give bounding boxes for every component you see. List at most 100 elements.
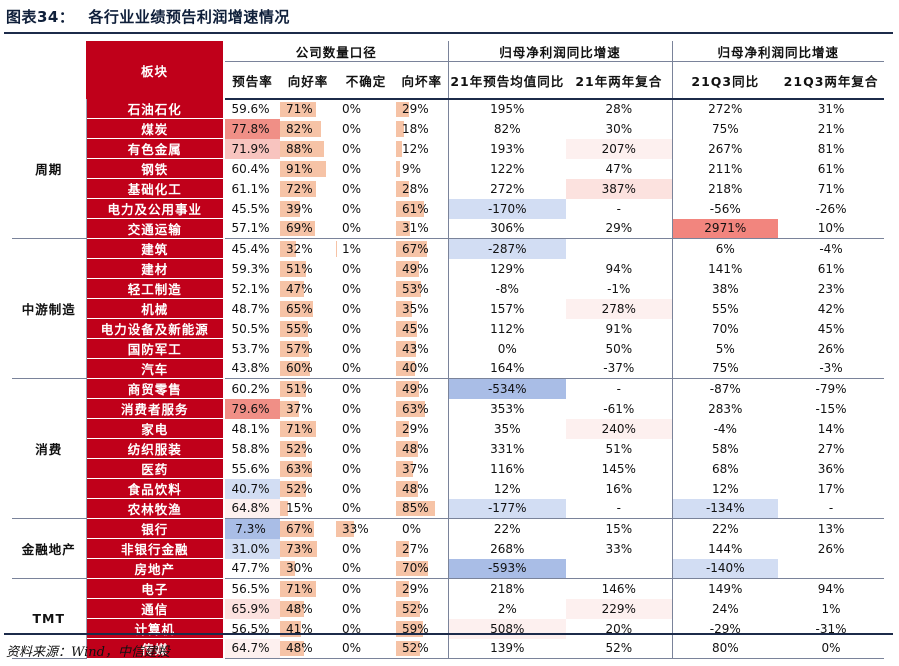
forecast-rate-cell: 52.1% <box>231 281 270 296</box>
forecast-rate-cell: 53.7% <box>231 341 270 356</box>
yoy21-cell: 218% <box>490 581 525 596</box>
industry-name: 食品饮料 <box>86 478 225 500</box>
yoy21-cell: 112% <box>490 321 525 336</box>
q3yoy-cell: -87% <box>709 381 741 396</box>
yoy21-cell: 116% <box>490 461 525 476</box>
table-row: 电力及公用事业 45.5% 39% 0% 61% -170% - -56% -26% <box>12 198 884 220</box>
uncertain-cell: 0% <box>336 119 396 139</box>
q3yoy-cell: 58% <box>711 441 739 456</box>
share-value: 41% <box>286 621 313 636</box>
q3yoy-cell: -140% <box>672 558 779 580</box>
yoy21-cell: 22% <box>493 521 521 536</box>
good-rate-cell: 32% <box>280 239 336 259</box>
col-yoy21: 21年预告均值同比 <box>448 61 567 100</box>
profit-growth-header-2021: 归母净利润同比增速 <box>448 41 673 62</box>
industry-name: 轻工制造 <box>86 278 225 300</box>
bad-rate-cell: 9% <box>396 158 449 179</box>
q3yoy-cell: -4% <box>713 421 737 436</box>
share-value: 0% <box>342 281 362 296</box>
share-bar <box>396 500 436 517</box>
cagr21-cell: 33% <box>566 538 673 559</box>
table-row: 农林牧渔 64.8% 15% 0% 85% -177% - -134% - <box>12 498 885 520</box>
forecast-rate-cell: 59.3% <box>231 261 270 276</box>
share-bar <box>280 460 312 477</box>
bad-rate-cell: 29% <box>396 578 449 599</box>
share-value: 0% <box>342 581 362 596</box>
good-rate-cell: 63% <box>280 459 336 479</box>
q3yoy-cell: 38% <box>711 281 739 296</box>
q3yoy-cell: 218% <box>708 181 743 196</box>
share-value: 0% <box>342 561 362 576</box>
cagr21-cell: 52% <box>566 638 673 660</box>
uncertain-cell: 0% <box>336 399 396 419</box>
share-value: 60% <box>286 361 313 376</box>
share-bar <box>396 540 409 557</box>
q3yoy-cell: 141% <box>708 261 743 276</box>
cagr21-cell: 50% <box>566 338 673 359</box>
good-rate-cell: 67% <box>280 519 336 539</box>
q3yoy-cell: 283% <box>708 401 743 416</box>
share-bar <box>280 140 325 157</box>
source-note: 资料来源：Wind，中信建投 <box>6 645 170 660</box>
yoy21-cell: 268% <box>490 541 525 556</box>
company-count-header: 公司数量口径 <box>224 41 449 62</box>
col-q3cagr: 21Q3两年复合 <box>778 61 885 100</box>
table-row: 非银行金融 31.0% 73% 0% 27% 268% 33% 144% 26% <box>12 538 884 560</box>
industry-name: 煤炭 <box>86 118 225 140</box>
share-value: 67% <box>286 521 313 536</box>
bad-rate-cell: 48% <box>396 478 449 499</box>
share-value: 53% <box>402 281 429 296</box>
forecast-rate-cell: 50.5% <box>231 321 270 336</box>
uncertain-cell: 0% <box>336 299 396 319</box>
bad-rate-cell: 29% <box>396 99 449 119</box>
share-bar <box>280 340 309 357</box>
bad-rate-cell: 49% <box>396 378 449 399</box>
share-bar <box>396 180 409 197</box>
share-value: 52% <box>402 641 429 656</box>
uncertain-cell: 0% <box>336 479 396 499</box>
share-value: 51% <box>286 261 313 276</box>
forecast-rate-cell: 59.6% <box>231 102 270 117</box>
table-row: 通信 65.9% 48% 0% 52% 2% 229% 24% 1% <box>12 598 884 620</box>
industry-name: 钢铁 <box>86 158 225 180</box>
table-row: 建材 59.3% 51% 0% 49% 129% 94% 141% 61% <box>12 258 884 280</box>
q3yoy-cell: 2971% <box>672 218 779 240</box>
yoy21-cell: 272% <box>490 181 525 196</box>
uncertain-cell: 0% <box>336 619 396 639</box>
good-rate-cell: 51% <box>280 379 336 399</box>
share-bar <box>396 200 425 217</box>
good-rate-cell: 37% <box>280 399 336 419</box>
share-value: 0% <box>342 261 362 276</box>
industry-name: 计算机 <box>86 618 225 640</box>
share-value: 0% <box>342 481 362 496</box>
share-bar <box>396 300 413 317</box>
uncertain-cell: 0% <box>336 558 396 580</box>
forecast-rate-cell: 55.6% <box>231 461 270 476</box>
bad-rate-cell: 40% <box>396 358 449 380</box>
table-row: 有色金属 71.9% 88% 0% 12% 193% 207% 267% 81% <box>12 138 884 160</box>
bad-rate-cell: 67% <box>396 238 449 259</box>
yoy21-cell: 122% <box>490 161 525 176</box>
share-bar <box>396 381 419 397</box>
yoy21-cell: -170% <box>448 198 567 219</box>
q3yoy-cell: 75% <box>672 358 779 380</box>
forecast-rate-cell: 57.1% <box>224 218 280 240</box>
share-value: 32% <box>286 241 313 256</box>
cagr21-cell: 387% <box>566 178 673 199</box>
good-rate-cell: 41% <box>280 619 336 639</box>
table-row: 煤炭 77.8% 82% 0% 18% 82% 30% 75% 21% <box>12 118 884 140</box>
table-row: 国防军工 53.7% 57% 0% 43% 0% 50% 5% 26% <box>12 338 884 360</box>
uncertain-cell: 0% <box>336 498 396 520</box>
industry-name: 国防军工 <box>86 338 225 360</box>
q3cagr-cell <box>778 558 885 580</box>
q3cagr-cell: 61% <box>817 261 845 276</box>
good-rate-cell: 71% <box>280 579 336 599</box>
cagr21-cell: 229% <box>566 598 673 619</box>
good-rate-cell: 55% <box>280 319 336 339</box>
uncertain-cell: 0% <box>336 419 396 439</box>
share-value: 55% <box>286 321 313 336</box>
table-body: 周期 石油石化 59.6% 71% 0% 29% 195% 28% 272% 31% 煤炭 77.8%… <box>12 99 885 660</box>
share-value: 71% <box>286 421 313 436</box>
forecast-rate-cell: 43.8% <box>224 358 280 380</box>
share-value: 0% <box>342 381 362 396</box>
